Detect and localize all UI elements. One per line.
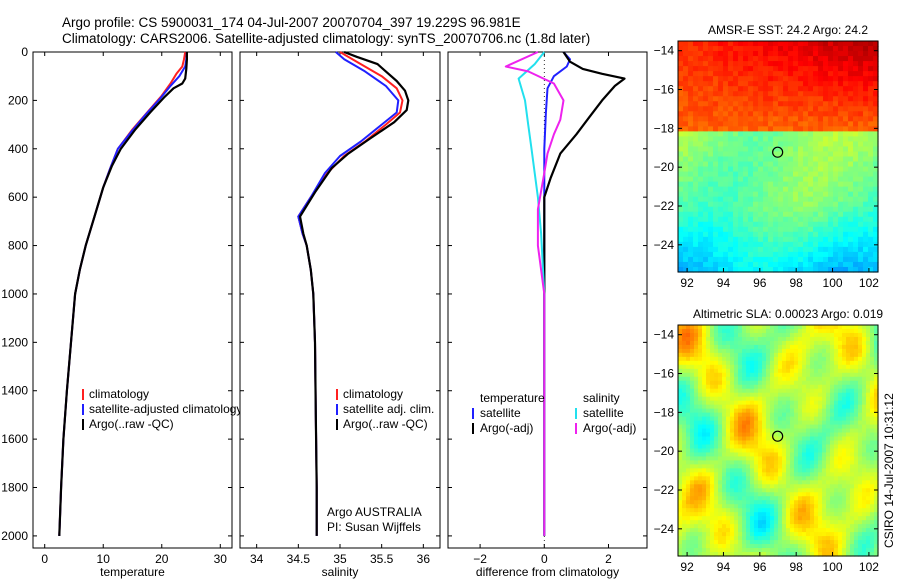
series-line-4: [504, 51, 565, 536]
argo-credit-line2: PI: Susan Wijffels: [327, 520, 421, 534]
legend-entry: temperature: [480, 391, 545, 405]
side-label: CSIRO 14-Jul-2007 10:31:12: [882, 393, 896, 548]
legend-entry: Argo(-adj): [583, 421, 636, 435]
axes-frame: [239, 51, 441, 549]
y-tick-label: −14: [654, 328, 675, 342]
legend-entry: satellite: [583, 406, 624, 420]
y-tick-label: −18: [654, 121, 675, 135]
y-tick-label: 1200: [1, 335, 28, 349]
argo-location-marker: [772, 146, 784, 158]
x-tick-label: 30: [214, 552, 228, 566]
legend-entry: satellite-adjusted climatology: [89, 402, 242, 416]
x-axis-label: salinity: [322, 565, 359, 579]
y-tick-label: 800: [8, 239, 28, 253]
x-tick-label: 94: [717, 560, 731, 574]
temperature-panel: 0 200 400 600 800 1000 1200 1400 1600 1800 2000 0 10…: [1, 45, 242, 579]
x-tick-label: −2: [473, 552, 487, 566]
x-tick-label: 35.5: [370, 552, 394, 566]
argo-credit: Argo AUSTRALIA PI: Susan Wijffels: [327, 505, 422, 534]
x-tick-label: 96: [753, 276, 767, 290]
sla-map-panel: Altimetric SLA: 0.00023 Argo: 0.019 −14 −1…: [654, 307, 884, 574]
salinity-panel: 34 34.5 35 35.5 36 salinity climatologysatelli…: [239, 50, 441, 579]
x-tick-label: 98: [790, 560, 804, 574]
x-tick-label: 102: [859, 560, 879, 574]
figure-title-line1: Argo profile: CS 5900031_174 04-Jul-2007…: [62, 15, 521, 30]
argo-location-marker: [772, 430, 784, 442]
x-tick-label: 34: [250, 552, 264, 566]
x-tick-label: 100: [823, 276, 843, 290]
x-tick-label: 92: [680, 560, 694, 574]
y-tick-label: 200: [8, 93, 28, 107]
x-tick-label: 36: [417, 552, 431, 566]
y-tick-label: −16: [654, 83, 675, 97]
legend-entry: satellite: [480, 406, 521, 420]
x-tick-label: 94: [717, 276, 731, 290]
y-tick-label: −20: [654, 444, 675, 458]
y-tick-label: 0: [21, 45, 28, 59]
x-axis-label: temperature: [100, 565, 165, 579]
legend-entry: Argo(..raw -QC): [89, 417, 174, 431]
x-axis-label: difference from climatology: [476, 565, 619, 579]
x-tick-label: 98: [790, 276, 804, 290]
x-tick-label: 20: [155, 552, 169, 566]
legend-entry: Argo(-adj): [480, 421, 533, 435]
legend-entry: Argo(..raw -QC): [343, 417, 428, 431]
y-tick-label: −24: [654, 238, 675, 252]
series-line-3: [58, 52, 188, 536]
y-tick-label: −22: [654, 483, 675, 497]
x-tick-label: 2: [605, 552, 612, 566]
y-tick-label: −22: [654, 199, 675, 213]
x-tick-label: 92: [680, 276, 694, 290]
map-title: AMSR-E SST: 24.2 Argo: 24.2: [708, 23, 868, 37]
map-field: [678, 41, 879, 273]
y-tick-label: 1400: [1, 384, 28, 398]
y-tick-label: −14: [654, 44, 675, 58]
legend-entry: satellite adj. clim.: [343, 402, 434, 416]
x-tick-label: 0: [41, 552, 48, 566]
y-tick-label: 1600: [1, 432, 28, 446]
legend-entry: climatology: [89, 387, 149, 401]
argo-credit-line1: Argo AUSTRALIA: [327, 505, 422, 519]
y-tick-label: −16: [654, 367, 675, 381]
map-title: Altimetric SLA: 0.00023 Argo: 0.019: [693, 307, 883, 321]
map-frame: [677, 324, 879, 557]
x-tick-label: 96: [753, 560, 767, 574]
map-field: [678, 325, 879, 557]
series-line-3: [298, 50, 410, 536]
x-tick-label: 100: [823, 560, 843, 574]
sst-map-panel: AMSR-E SST: 24.2 Argo: 24.2 −14 −16 −18 −20 −…: [654, 23, 880, 290]
y-tick-label: 1800: [1, 481, 28, 495]
y-tick-label: −18: [654, 405, 675, 419]
x-tick-label: 34.5: [287, 552, 311, 566]
x-tick-label: 102: [859, 276, 879, 290]
y-tick-label: 400: [8, 142, 28, 156]
series-line-3: [517, 51, 546, 536]
y-tick-label: −24: [654, 522, 675, 536]
x-tick-label: 35: [333, 552, 347, 566]
legend-entry: climatology: [343, 387, 403, 401]
map-frame: [677, 40, 879, 273]
legend-entry: salinity: [583, 391, 620, 405]
x-tick-label: 10: [97, 552, 111, 566]
x-tick-label: 0: [541, 552, 548, 566]
y-tick-label: 2000: [1, 529, 28, 543]
axes-frame: [447, 51, 648, 549]
y-tick-label: 600: [8, 190, 28, 204]
figure-title-line2: Climatology: CARS2006. Satellite-adjuste…: [62, 31, 590, 46]
series-line-2: [543, 51, 626, 536]
y-tick-label: −20: [654, 160, 675, 174]
y-tick-label: 1000: [1, 287, 28, 301]
